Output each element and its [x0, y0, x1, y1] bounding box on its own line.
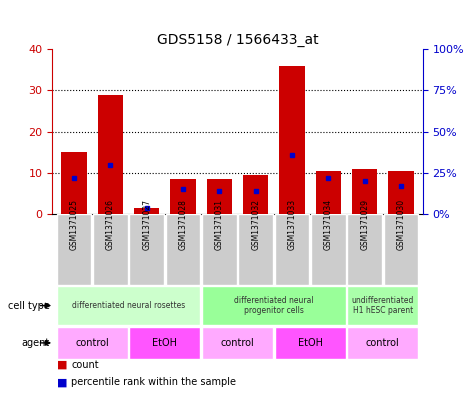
FancyBboxPatch shape: [202, 214, 237, 285]
FancyBboxPatch shape: [311, 214, 346, 285]
FancyBboxPatch shape: [202, 286, 346, 325]
FancyBboxPatch shape: [202, 327, 273, 358]
Text: GSM1371029: GSM1371029: [360, 198, 369, 250]
Text: EtOH: EtOH: [152, 338, 177, 348]
FancyBboxPatch shape: [93, 214, 128, 285]
FancyBboxPatch shape: [238, 214, 273, 285]
Bar: [315, 171, 341, 214]
Text: cell type: cell type: [8, 301, 50, 310]
FancyBboxPatch shape: [129, 327, 200, 358]
FancyBboxPatch shape: [57, 327, 128, 358]
Bar: [134, 208, 160, 214]
Text: GSM1371026: GSM1371026: [106, 198, 115, 250]
Text: GSM1371027: GSM1371027: [142, 198, 151, 250]
FancyBboxPatch shape: [57, 214, 92, 285]
Bar: [61, 152, 87, 214]
Text: differentiated neural
progenitor cells: differentiated neural progenitor cells: [234, 296, 314, 315]
Text: GSM1371034: GSM1371034: [324, 198, 333, 250]
Title: GDS5158 / 1566433_at: GDS5158 / 1566433_at: [157, 33, 318, 47]
FancyBboxPatch shape: [347, 327, 418, 358]
Text: percentile rank within the sample: percentile rank within the sample: [71, 377, 236, 387]
Bar: [279, 66, 304, 214]
Text: GSM1371032: GSM1371032: [251, 198, 260, 250]
Bar: [98, 94, 123, 214]
Text: GSM1371033: GSM1371033: [287, 198, 296, 250]
Text: count: count: [71, 360, 99, 370]
FancyBboxPatch shape: [383, 214, 418, 285]
Bar: [243, 175, 268, 214]
FancyBboxPatch shape: [129, 214, 164, 285]
Text: ■: ■: [57, 360, 67, 370]
Text: ■: ■: [57, 377, 67, 387]
FancyBboxPatch shape: [275, 214, 309, 285]
Text: GSM1371031: GSM1371031: [215, 198, 224, 250]
Text: GSM1371030: GSM1371030: [397, 198, 406, 250]
Bar: [352, 169, 377, 214]
Text: agent: agent: [22, 338, 50, 348]
Bar: [207, 179, 232, 214]
Bar: [388, 171, 414, 214]
Text: control: control: [366, 338, 399, 348]
FancyBboxPatch shape: [347, 286, 418, 325]
FancyBboxPatch shape: [347, 214, 382, 285]
Bar: [171, 179, 196, 214]
Text: GSM1371025: GSM1371025: [69, 198, 78, 250]
Text: control: control: [76, 338, 109, 348]
Text: differentiated neural rosettes: differentiated neural rosettes: [72, 301, 185, 310]
Text: control: control: [220, 338, 255, 348]
FancyBboxPatch shape: [57, 286, 200, 325]
Text: GSM1371028: GSM1371028: [179, 199, 188, 250]
Text: undifferentiated
H1 hESC parent: undifferentiated H1 hESC parent: [352, 296, 414, 315]
Text: EtOH: EtOH: [298, 338, 323, 348]
FancyBboxPatch shape: [275, 327, 346, 358]
FancyBboxPatch shape: [166, 214, 200, 285]
